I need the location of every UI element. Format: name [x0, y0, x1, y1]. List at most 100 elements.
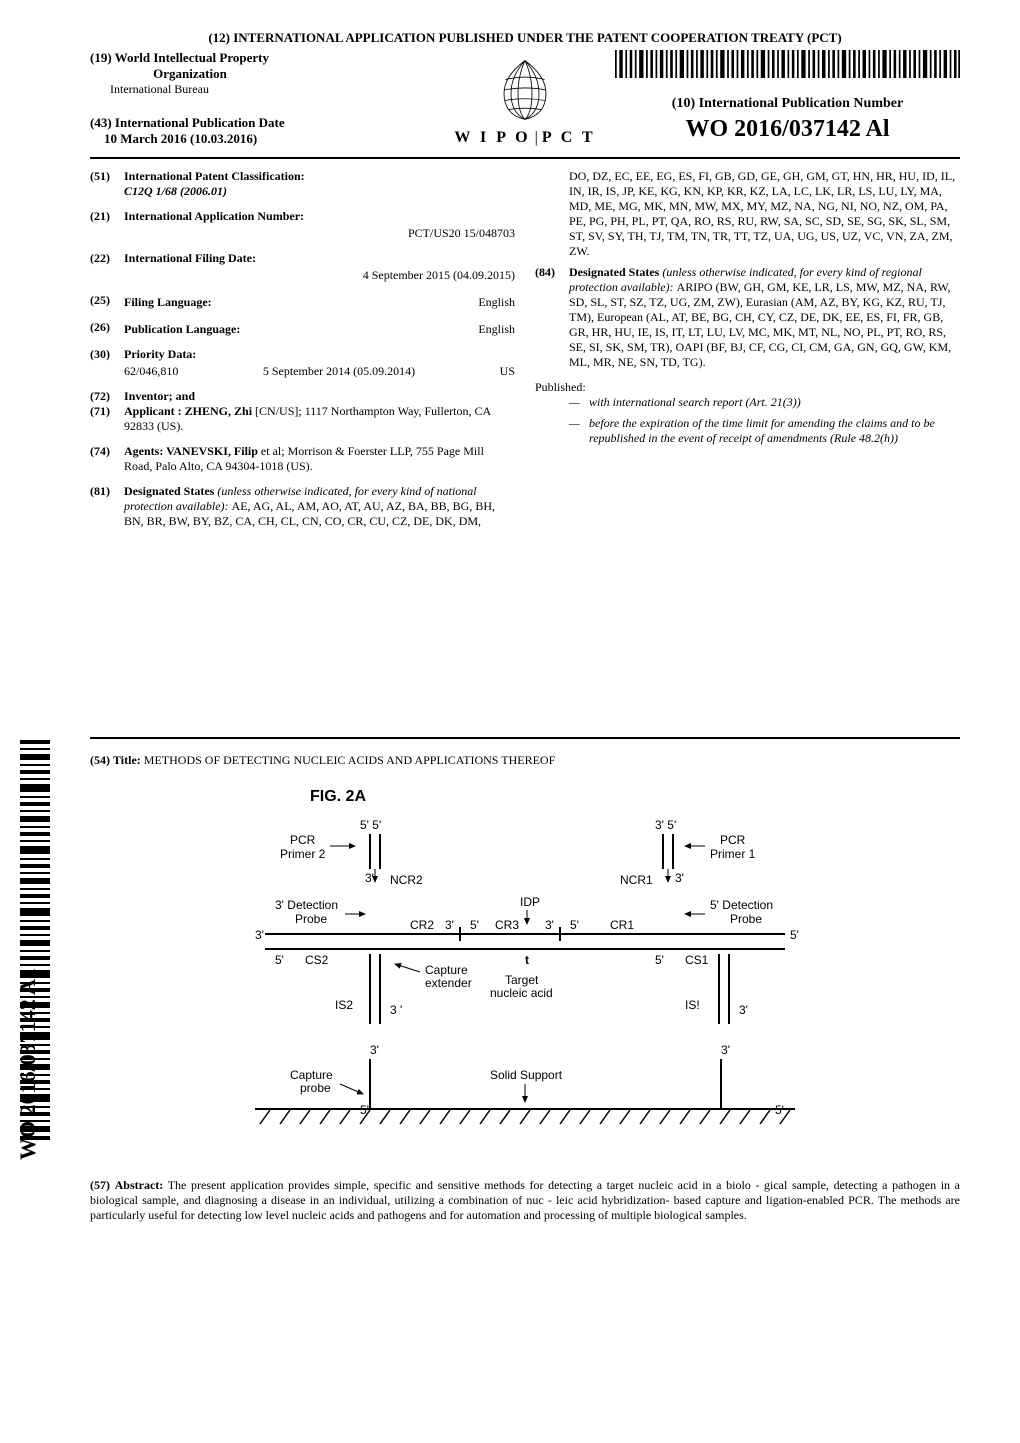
published-item-1: before the expiration of the time limit … — [569, 416, 960, 446]
f21-num: (21) — [90, 209, 124, 224]
f30-cc: US — [500, 364, 515, 379]
org-line2: Organization — [90, 66, 290, 82]
svg-text:PCR: PCR — [720, 833, 746, 847]
svg-text:5' 5': 5' 5' — [360, 818, 381, 832]
f74-num: (74) — [90, 444, 124, 459]
f22-label: International Filing Date: — [124, 251, 256, 265]
svg-text:Probe: Probe — [295, 912, 327, 926]
figure-diagram: 5' 5' 3' PCR Primer 2 NCR2 3' 5' 3' PCR … — [215, 814, 835, 1144]
svg-text:nucleic acid: nucleic acid — [490, 986, 553, 1000]
f30-num: (30) — [90, 347, 124, 362]
svg-text:3': 3' — [255, 928, 264, 942]
svg-text:NCR1: NCR1 — [620, 873, 653, 887]
svg-text:Probe: Probe — [730, 912, 762, 926]
f72-label: Inventor; and — [124, 389, 195, 403]
svg-text:3': 3' — [721, 1043, 730, 1057]
svg-text:5': 5' — [570, 918, 579, 932]
svg-text:IDP: IDP — [520, 895, 540, 909]
f81-continuation: DO, DZ, EC, EE, EG, ES, FI, GB, GD, GE, … — [569, 169, 960, 259]
bibliographic-data: (51) International Patent Classification… — [90, 169, 960, 739]
f22-num: (22) — [90, 251, 124, 266]
published-item-0: with international search report (Art. 2… — [569, 395, 960, 410]
svg-text:3': 3' — [545, 918, 554, 932]
org-num: (19) — [90, 50, 112, 65]
f71-num: (71) — [90, 404, 124, 419]
svg-text:5': 5' — [655, 953, 664, 967]
svg-text:3 ': 3 ' — [390, 1003, 402, 1017]
pub-date-label: International Publication Date — [115, 115, 285, 130]
title-num: (54) — [90, 753, 110, 767]
f84-num: (84) — [535, 265, 569, 280]
svg-text:3' Detection: 3' Detection — [275, 898, 338, 912]
svg-text:Target: Target — [505, 973, 539, 987]
svg-text:5': 5' — [470, 918, 479, 932]
f51-label: International Patent Classification: — [124, 169, 305, 183]
f81-num: (81) — [90, 484, 124, 499]
pub-num-label: International Publication Number — [699, 96, 904, 111]
svg-text:NCR2: NCR2 — [390, 873, 423, 887]
svg-text:CS2: CS2 — [305, 953, 329, 967]
abstract-label: Abstract: — [115, 1178, 164, 1192]
f26-num: (26) — [90, 320, 124, 335]
svg-text:extender: extender — [425, 976, 472, 990]
title-value: METHODS OF DETECTING NUCLEIC ACIDS AND A… — [144, 753, 555, 767]
svg-text:3': 3' — [675, 871, 684, 885]
pub-num-num: (10) — [672, 96, 695, 111]
pub-date-num: (43) — [90, 115, 112, 130]
pub-date-value: 10 March 2016 (10.03.2016) — [104, 131, 435, 147]
f30-date: 5 September 2014 (05.09.2014) — [263, 364, 415, 379]
f25-num: (25) — [90, 293, 124, 308]
svg-text:3': 3' — [445, 918, 454, 932]
f51-value: C12Q 1/68 (2006.01) — [124, 184, 227, 198]
f30-app: 62/046,810 — [124, 364, 178, 379]
svg-text:3' 5': 3' 5' — [655, 818, 676, 832]
svg-text:IS!: IS! — [685, 998, 700, 1012]
f72-num: (72) — [90, 389, 124, 404]
side-publication-number: WO 2016/037142 A1 — [15, 968, 41, 1160]
f74-label: Agents: VANEVSKI, Filip — [124, 444, 258, 458]
svg-text:CS1: CS1 — [685, 953, 709, 967]
bureau: International Bureau — [110, 82, 435, 97]
svg-text:IS2: IS2 — [335, 998, 353, 1012]
svg-text:Primer 1: Primer 1 — [710, 847, 756, 861]
svg-text:PCR: PCR — [290, 833, 316, 847]
f22-value: 4 September 2015 (04.09.2015) — [124, 268, 515, 283]
f25-label: Filing Language: — [124, 295, 212, 310]
f26-value: English — [478, 322, 515, 337]
f71-label: Applicant : ZHENG, Zhi — [124, 404, 252, 418]
f30-label: Priority Data: — [124, 347, 196, 361]
f21-label: International Application Number: — [124, 209, 304, 223]
svg-text:Solid Support: Solid Support — [490, 1068, 563, 1082]
figure-2a: FIG. 2A 5' 5' 3' PCR Primer 2 NCR2 3' 5'… — [90, 788, 960, 1148]
wipo-logo-icon — [490, 55, 560, 125]
f26-label: Publication Language: — [124, 322, 240, 337]
abstract-num: (57) — [90, 1178, 110, 1192]
published-label: Published: — [535, 380, 586, 394]
wipo-pct-text: W I P O | P C T — [435, 129, 615, 147]
svg-text:CR1: CR1 — [610, 918, 634, 932]
pub-num-value: WO 2016/037142 Al — [615, 116, 960, 143]
svg-text:3': 3' — [370, 1043, 379, 1057]
svg-text:t: t — [525, 953, 529, 967]
svg-text:3': 3' — [739, 1003, 748, 1017]
f51-num: (51) — [90, 169, 124, 184]
f21-value: PCT/US20 15/048703 — [124, 226, 515, 241]
title-label: Title: — [113, 753, 141, 767]
svg-text:CR3: CR3 — [495, 918, 519, 932]
svg-text:5': 5' — [275, 953, 284, 967]
svg-text:CR2: CR2 — [410, 918, 434, 932]
svg-text:Capture: Capture — [425, 963, 468, 977]
svg-text:probe: probe — [300, 1081, 331, 1095]
svg-text:5': 5' — [790, 928, 799, 942]
header-row: (19) World Intellectual Property Organiz… — [90, 50, 960, 159]
treaty-header: (12) INTERNATIONAL APPLICATION PUBLISHED… — [90, 30, 960, 46]
org-line1: World Intellectual Property — [115, 50, 269, 65]
f81-label: Designated States — [124, 484, 214, 498]
svg-text:Primer 2: Primer 2 — [280, 847, 326, 861]
f84-label: Designated States — [569, 265, 659, 279]
barcode-icon — [615, 50, 960, 78]
figure-label: FIG. 2A — [310, 788, 960, 806]
svg-text:Capture: Capture — [290, 1068, 333, 1082]
f25-value: English — [478, 295, 515, 310]
svg-text:5' Detection: 5' Detection — [710, 898, 773, 912]
